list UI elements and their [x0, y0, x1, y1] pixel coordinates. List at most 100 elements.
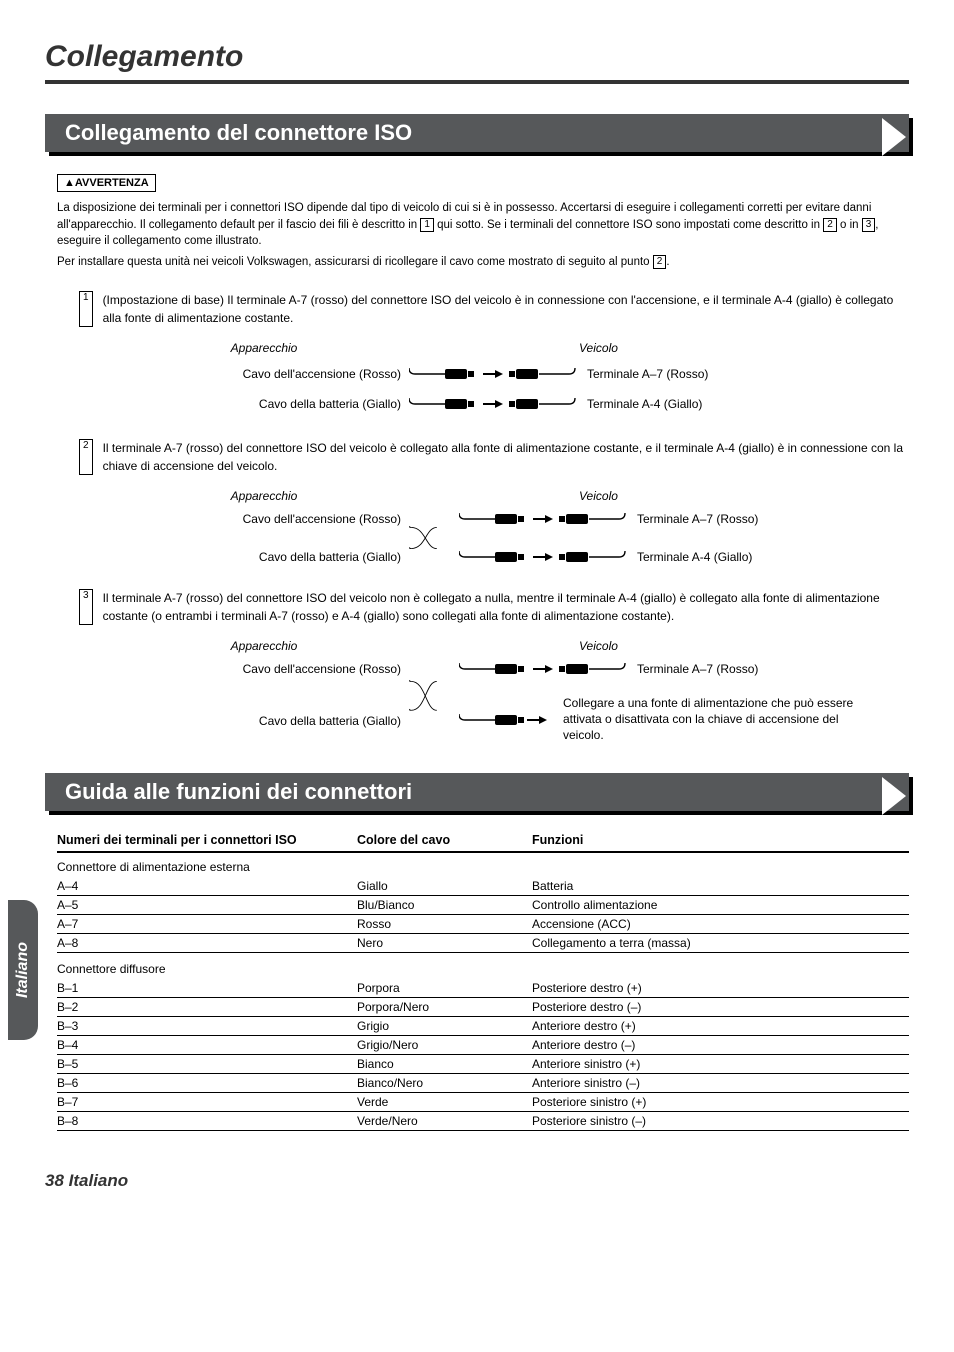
cell-color: Bianco: [357, 1057, 532, 1071]
wire-label: Cavo dell'accensione (Rosso): [119, 367, 409, 381]
page-footer: 38 Italiano: [45, 1171, 909, 1191]
title-rule: [45, 80, 909, 84]
cell-color: Blu/Bianco: [357, 898, 532, 912]
cell-function: Anteriore destro (–): [532, 1038, 909, 1052]
boxed-number: 1: [420, 218, 434, 232]
cell-color: Porpora/Nero: [357, 1000, 532, 1014]
warning-label: ▲AVVERTENZA: [64, 177, 149, 189]
wire-label: Cavo della batteria (Giallo): [119, 397, 409, 411]
wire-label: Terminale A-4 (Giallo): [629, 550, 889, 564]
cell-function: Posteriore sinistro (–): [532, 1114, 909, 1128]
wiring-diagram-3: Apparecchio Veicolo Cavo dell'accensione…: [119, 639, 909, 744]
cell-function: Anteriore sinistro (+): [532, 1057, 909, 1071]
connector-icon: [459, 546, 629, 568]
wire-label: Terminale A-4 (Giallo): [579, 397, 839, 411]
case-text: Il terminale A-7 (rosso) del connettore …: [103, 439, 909, 475]
cell-color: Verde: [357, 1095, 532, 1109]
table-subheader: Connettore diffusore: [57, 959, 909, 979]
cell-function: Collegamento a terra (massa): [532, 936, 909, 950]
cell-terminal: B–3: [57, 1019, 357, 1033]
case-block-1: 1 (Impostazione di base) Il terminale A-…: [79, 291, 909, 419]
wire-label: Terminale A–7 (Rosso): [579, 367, 839, 381]
cell-color: Giallo: [357, 879, 532, 893]
case-text: (Impostazione di base) Il terminale A-7 …: [103, 291, 909, 327]
cell-terminal: B–8: [57, 1114, 357, 1128]
wire-label: Cavo della batteria (Giallo): [119, 714, 409, 728]
case-block-2: 2 Il terminale A-7 (rosso) del connettor…: [79, 439, 909, 569]
table-row: B–6Bianco/NeroAnteriore sinistro (–): [57, 1074, 909, 1093]
cell-color: Grigio: [357, 1019, 532, 1033]
cross-wire-icon: [409, 507, 459, 569]
cell-color: Nero: [357, 936, 532, 950]
cell-function: Posteriore destro (–): [532, 1000, 909, 1014]
table-row: A–8NeroCollegamento a terra (massa): [57, 934, 909, 953]
cell-function: Posteriore destro (+): [532, 981, 909, 995]
table-row: B–3GrigioAnteriore destro (+): [57, 1017, 909, 1036]
boxed-number: 2: [823, 218, 837, 232]
cell-color: Verde/Nero: [357, 1114, 532, 1128]
wiring-diagram-1: Apparecchio Veicolo Cavo dell'accensione…: [119, 341, 909, 419]
cell-function: Posteriore sinistro (+): [532, 1095, 909, 1109]
section-title-iso: Collegamento del connettore ISO: [65, 120, 412, 146]
diagram-head-right: Veicolo: [579, 639, 799, 653]
table-row: A–7RossoAccensione (ACC): [57, 915, 909, 934]
cell-function: Anteriore destro (+): [532, 1019, 909, 1033]
table-row: B–2Porpora/NeroPosteriore destro (–): [57, 998, 909, 1017]
cell-color: Porpora: [357, 981, 532, 995]
diagram-head-left: Apparecchio: [119, 489, 409, 503]
table-header: Funzioni: [532, 833, 909, 847]
diagram-head-right: Veicolo: [579, 341, 799, 355]
section-header-iso: Collegamento del connettore ISO: [45, 114, 909, 152]
wire-label: Cavo dell'accensione (Rosso): [119, 662, 409, 676]
language-tab-label: Italiano: [14, 942, 32, 998]
table-row: A–4GialloBatteria: [57, 877, 909, 896]
cell-terminal: A–8: [57, 936, 357, 950]
section-header-guide: Guida alle funzioni dei connettori: [45, 773, 909, 811]
cell-terminal: A–4: [57, 879, 357, 893]
warning-text-1: La disposizione dei terminali per i conn…: [57, 200, 909, 250]
cell-function: Controllo alimentazione: [532, 898, 909, 912]
connector-icon: [459, 658, 629, 680]
warning-box: ▲AVVERTENZA: [57, 174, 156, 192]
cell-terminal: B–4: [57, 1038, 357, 1052]
table-row: A–5Blu/BiancoControllo alimentazione: [57, 896, 909, 915]
cell-terminal: B–2: [57, 1000, 357, 1014]
warning-text-2: Per installare questa unità nei veicoli …: [57, 254, 909, 271]
cell-terminal: B–5: [57, 1057, 357, 1071]
table-subheader: Connettore di alimentazione esterna: [57, 857, 909, 877]
table-row: B–8Verde/NeroPosteriore sinistro (–): [57, 1112, 909, 1131]
cell-function: Anteriore sinistro (–): [532, 1076, 909, 1090]
table-row: B–5BiancoAnteriore sinistro (+): [57, 1055, 909, 1074]
connector-icon: [409, 393, 579, 415]
wiring-note: Collegare a una fonte di alimentazione c…: [555, 695, 855, 744]
boxed-number: 3: [862, 218, 876, 232]
table-row: B–4Grigio/NeroAnteriore destro (–): [57, 1036, 909, 1055]
section-title-guide: Guida alle funzioni dei connettori: [65, 779, 412, 805]
wire-label: Cavo della batteria (Giallo): [119, 550, 409, 564]
case-number: 2: [79, 439, 93, 475]
diagram-head-left: Apparecchio: [119, 639, 409, 653]
cell-color: Grigio/Nero: [357, 1038, 532, 1052]
wire-label: Cavo dell'accensione (Rosso): [119, 512, 409, 526]
connector-out-icon: [459, 709, 555, 731]
connector-icon: [459, 508, 629, 530]
page-title: Collegamento: [45, 40, 909, 74]
diagram-head-right: Veicolo: [579, 489, 799, 503]
cell-terminal: B–7: [57, 1095, 357, 1109]
cell-terminal: B–1: [57, 981, 357, 995]
connector-table: Numeri dei terminali per i connettori IS…: [45, 833, 909, 1131]
diagram-head-left: Apparecchio: [119, 341, 409, 355]
boxed-number: 2: [653, 255, 667, 269]
connector-icon: [409, 363, 579, 385]
wiring-diagram-2: Apparecchio Veicolo Cavo dell'accensione…: [119, 489, 909, 569]
language-tab: Italiano: [8, 900, 38, 1040]
case-number: 1: [79, 291, 93, 327]
table-row: B–7VerdePosteriore sinistro (+): [57, 1093, 909, 1112]
wire-label: Terminale A–7 (Rosso): [629, 512, 889, 526]
table-header-row: Numeri dei terminali per i connettori IS…: [57, 833, 909, 853]
table-header: Numeri dei terminali per i connettori IS…: [57, 833, 357, 847]
cell-color: Rosso: [357, 917, 532, 931]
table-row: B–1PorporaPosteriore destro (+): [57, 979, 909, 998]
cell-function: Batteria: [532, 879, 909, 893]
wire-label: Terminale A–7 (Rosso): [629, 662, 889, 676]
